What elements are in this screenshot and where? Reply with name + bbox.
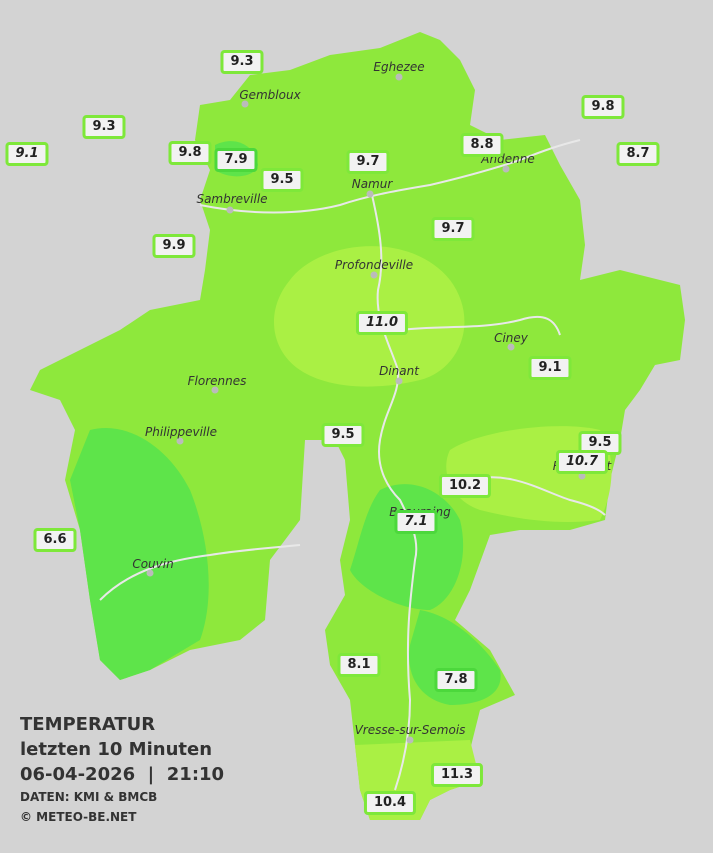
station-value: 9.1 xyxy=(528,356,572,380)
station-value: 6.6 xyxy=(33,528,77,552)
legend-subtitle: letzten 10 Minuten xyxy=(20,739,213,760)
legend-source: DATEN: KMI & BMCB xyxy=(20,790,158,804)
city-dot xyxy=(502,165,510,173)
city-dot xyxy=(241,100,249,108)
station-value: 10.4 xyxy=(363,791,417,815)
city-label: Ciney xyxy=(494,331,528,345)
city-dot xyxy=(578,472,586,480)
station-value: 7.9 xyxy=(214,148,258,172)
river xyxy=(469,476,606,516)
station-value: 9.8 xyxy=(168,141,212,165)
city-dot xyxy=(226,206,234,214)
cool-zone xyxy=(70,428,209,680)
station-value: 9.8 xyxy=(581,95,625,119)
city-dot xyxy=(176,437,184,445)
station-value: 10.7 xyxy=(555,450,609,474)
station-value: 11.3 xyxy=(430,763,484,787)
station-value: 8.8 xyxy=(460,133,504,157)
city-label: Sambreville xyxy=(196,192,268,206)
station-value: 9.7 xyxy=(346,150,390,174)
legend-datetime: 06-04-2026 | 21:10 xyxy=(20,764,225,785)
river xyxy=(371,194,418,791)
city-dot xyxy=(395,73,403,81)
station-value: 9.7 xyxy=(431,217,475,241)
station-value: 9.9 xyxy=(152,234,196,258)
river xyxy=(99,544,301,601)
station-value: 9.5 xyxy=(260,168,304,192)
city-label: Dinant xyxy=(379,364,419,378)
city-label: Philippeville xyxy=(145,425,217,439)
legend-copyright: © METEO-BE.NET xyxy=(20,810,137,824)
station-value: 10.2 xyxy=(438,474,492,498)
station-value: 8.7 xyxy=(616,142,660,166)
station-value: 9.1 xyxy=(5,142,49,166)
city-dot xyxy=(211,386,219,394)
station-value: 9.3 xyxy=(220,50,264,74)
station-value: 9.3 xyxy=(82,115,126,139)
city-dot xyxy=(406,736,414,744)
station-value: 7.1 xyxy=(394,510,438,534)
river xyxy=(199,139,581,214)
city-label: Couvin xyxy=(132,557,174,571)
city-dot xyxy=(366,190,374,198)
city-dot xyxy=(146,569,154,577)
city-dot xyxy=(395,377,403,385)
city-dot xyxy=(370,271,378,279)
city-label: Florennes xyxy=(187,374,247,388)
legend-title: TEMPERATUR xyxy=(20,714,156,735)
city-label: Gembloux xyxy=(239,88,301,102)
city-label: Eghezee xyxy=(373,60,425,74)
city-dot xyxy=(507,343,515,351)
legend: TEMPERATUR letzten 10 Minuten 06-04-2026… xyxy=(20,712,224,827)
city-label: Namur xyxy=(351,177,393,191)
city-label: Vresse-sur-Semois xyxy=(354,723,466,737)
cool-zone xyxy=(409,610,501,705)
station-value: 9.5 xyxy=(321,423,365,447)
station-value: 8.1 xyxy=(337,653,381,677)
river xyxy=(399,315,561,336)
city-label: Profondeville xyxy=(334,258,414,272)
station-value: 7.8 xyxy=(434,668,478,692)
station-value: 11.0 xyxy=(355,311,409,335)
